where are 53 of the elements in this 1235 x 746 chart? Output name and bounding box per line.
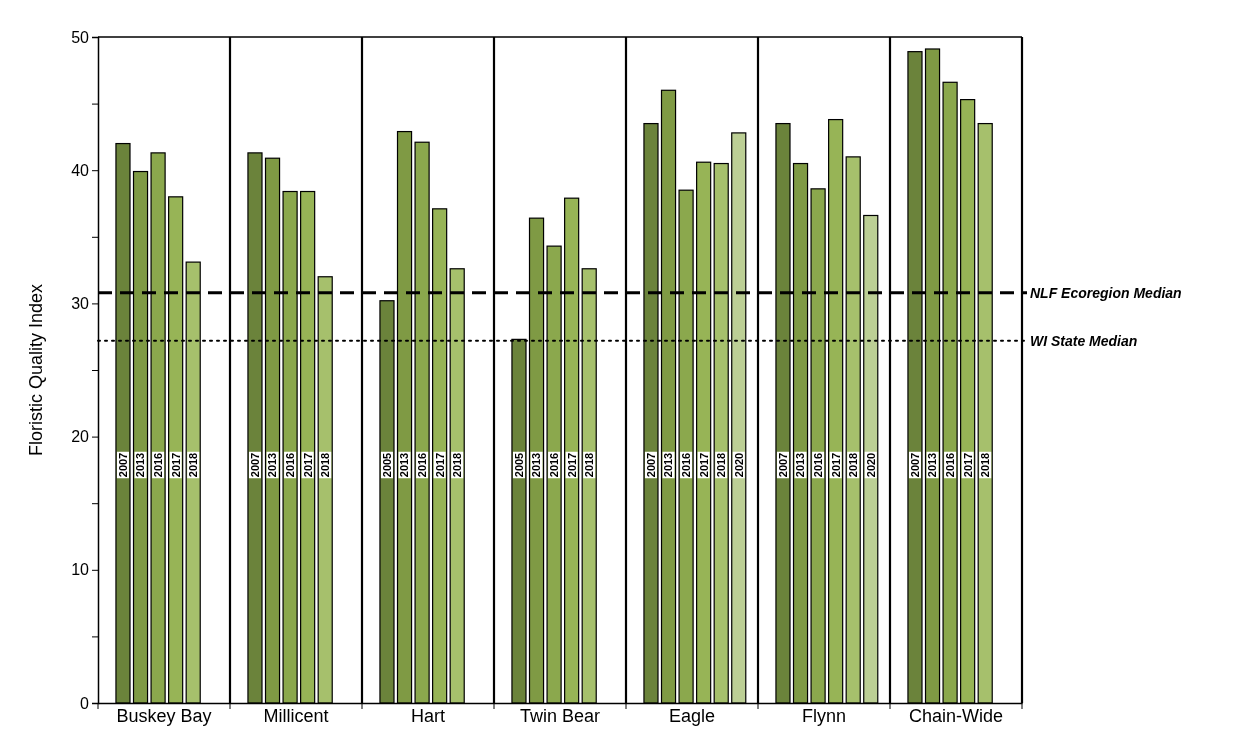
text: 2016: [547, 452, 560, 478]
text: 2013: [794, 452, 807, 478]
y-tick-label: 40: [71, 161, 90, 179]
ref-line-label: NLF Ecoregion Median: [1030, 284, 1182, 301]
text: 2013: [530, 452, 543, 478]
text: 2013: [926, 452, 939, 478]
text: 2013: [662, 452, 675, 478]
text: 2005: [512, 452, 525, 478]
text: 2017: [301, 452, 314, 478]
series-label: 2017: [169, 452, 182, 478]
x-tick-label: Buskey Bay: [116, 706, 212, 727]
y-tick-label: 20: [71, 428, 90, 446]
text: 2018: [583, 452, 596, 478]
text: 2016: [943, 452, 956, 478]
x-tick-label: Hart: [410, 706, 446, 727]
series-label: 2016: [151, 452, 164, 478]
text: 2007: [644, 452, 657, 478]
y-tick-label: 0: [80, 694, 90, 712]
text: 2013: [398, 452, 411, 478]
text: 2017: [697, 452, 710, 478]
x-tick-label: Millicent: [263, 706, 329, 727]
text: 2016: [415, 452, 428, 478]
text: 2007: [248, 452, 261, 478]
x-tick-label: Twin Bear: [519, 706, 601, 727]
text: 2007: [908, 452, 921, 478]
x-tick-label: Flynn: [801, 706, 847, 727]
x-tick-label: Chain-Wide: [908, 706, 1004, 727]
series-label: 2007: [116, 452, 129, 478]
text: 2018: [979, 452, 992, 478]
y-tick-label: 50: [71, 28, 90, 46]
text: 2018: [847, 452, 860, 478]
text: 2013: [266, 452, 279, 478]
text: 2017: [961, 452, 974, 478]
text: 2016: [679, 452, 692, 478]
y-tick-label: 10: [71, 561, 90, 579]
series-label: 2020: [732, 452, 745, 478]
text: 2018: [715, 452, 728, 478]
text: 2017: [829, 452, 842, 478]
y-axis-title: Floristic Quality Index: [26, 283, 46, 457]
series-label: 2013: [134, 452, 147, 478]
text: 2017: [565, 452, 578, 478]
ref-line-label: WI State Median: [1030, 332, 1138, 349]
y-tick-label: 30: [71, 295, 90, 313]
text: 2016: [811, 452, 824, 478]
text: 2016: [283, 452, 296, 478]
series-label: 2005: [380, 452, 393, 478]
text: 2018: [451, 452, 464, 478]
text: 2018: [319, 452, 332, 478]
text: 2007: [776, 452, 789, 478]
text: 2017: [433, 452, 446, 478]
x-tick-label: Eagle: [668, 706, 716, 727]
series-label: 2018: [187, 452, 200, 478]
text: 2020: [864, 452, 877, 478]
